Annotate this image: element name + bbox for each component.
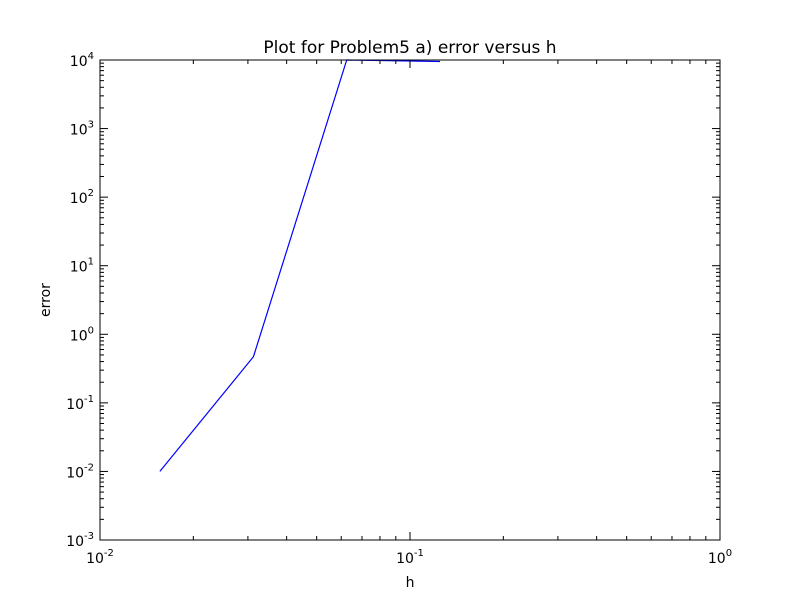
y-tick-label: 102 (70, 188, 94, 207)
x-tick-label: 100 (708, 548, 732, 567)
y-tick-label: 10-1 (66, 394, 94, 413)
x-tick-label: 10-1 (396, 548, 424, 567)
chart-title: Plot for Problem5 a) error versus h (263, 38, 556, 58)
y-tick-label: 101 (70, 257, 94, 276)
x-tick-label: 10-2 (86, 548, 114, 567)
y-tick-label: 100 (70, 325, 94, 344)
x-axis-label: h (406, 575, 415, 591)
y-axis-label: error (38, 283, 54, 317)
y-tick-label: 10-3 (66, 531, 94, 550)
y-tick-label: 10-2 (66, 462, 94, 481)
series-layer (159, 59, 441, 472)
y-tick-label: 103 (70, 120, 94, 139)
y-tick-label: 104 (70, 51, 94, 70)
plot-frame (99, 59, 721, 541)
plot-area (100, 60, 720, 540)
series-line-0 (159, 59, 441, 472)
